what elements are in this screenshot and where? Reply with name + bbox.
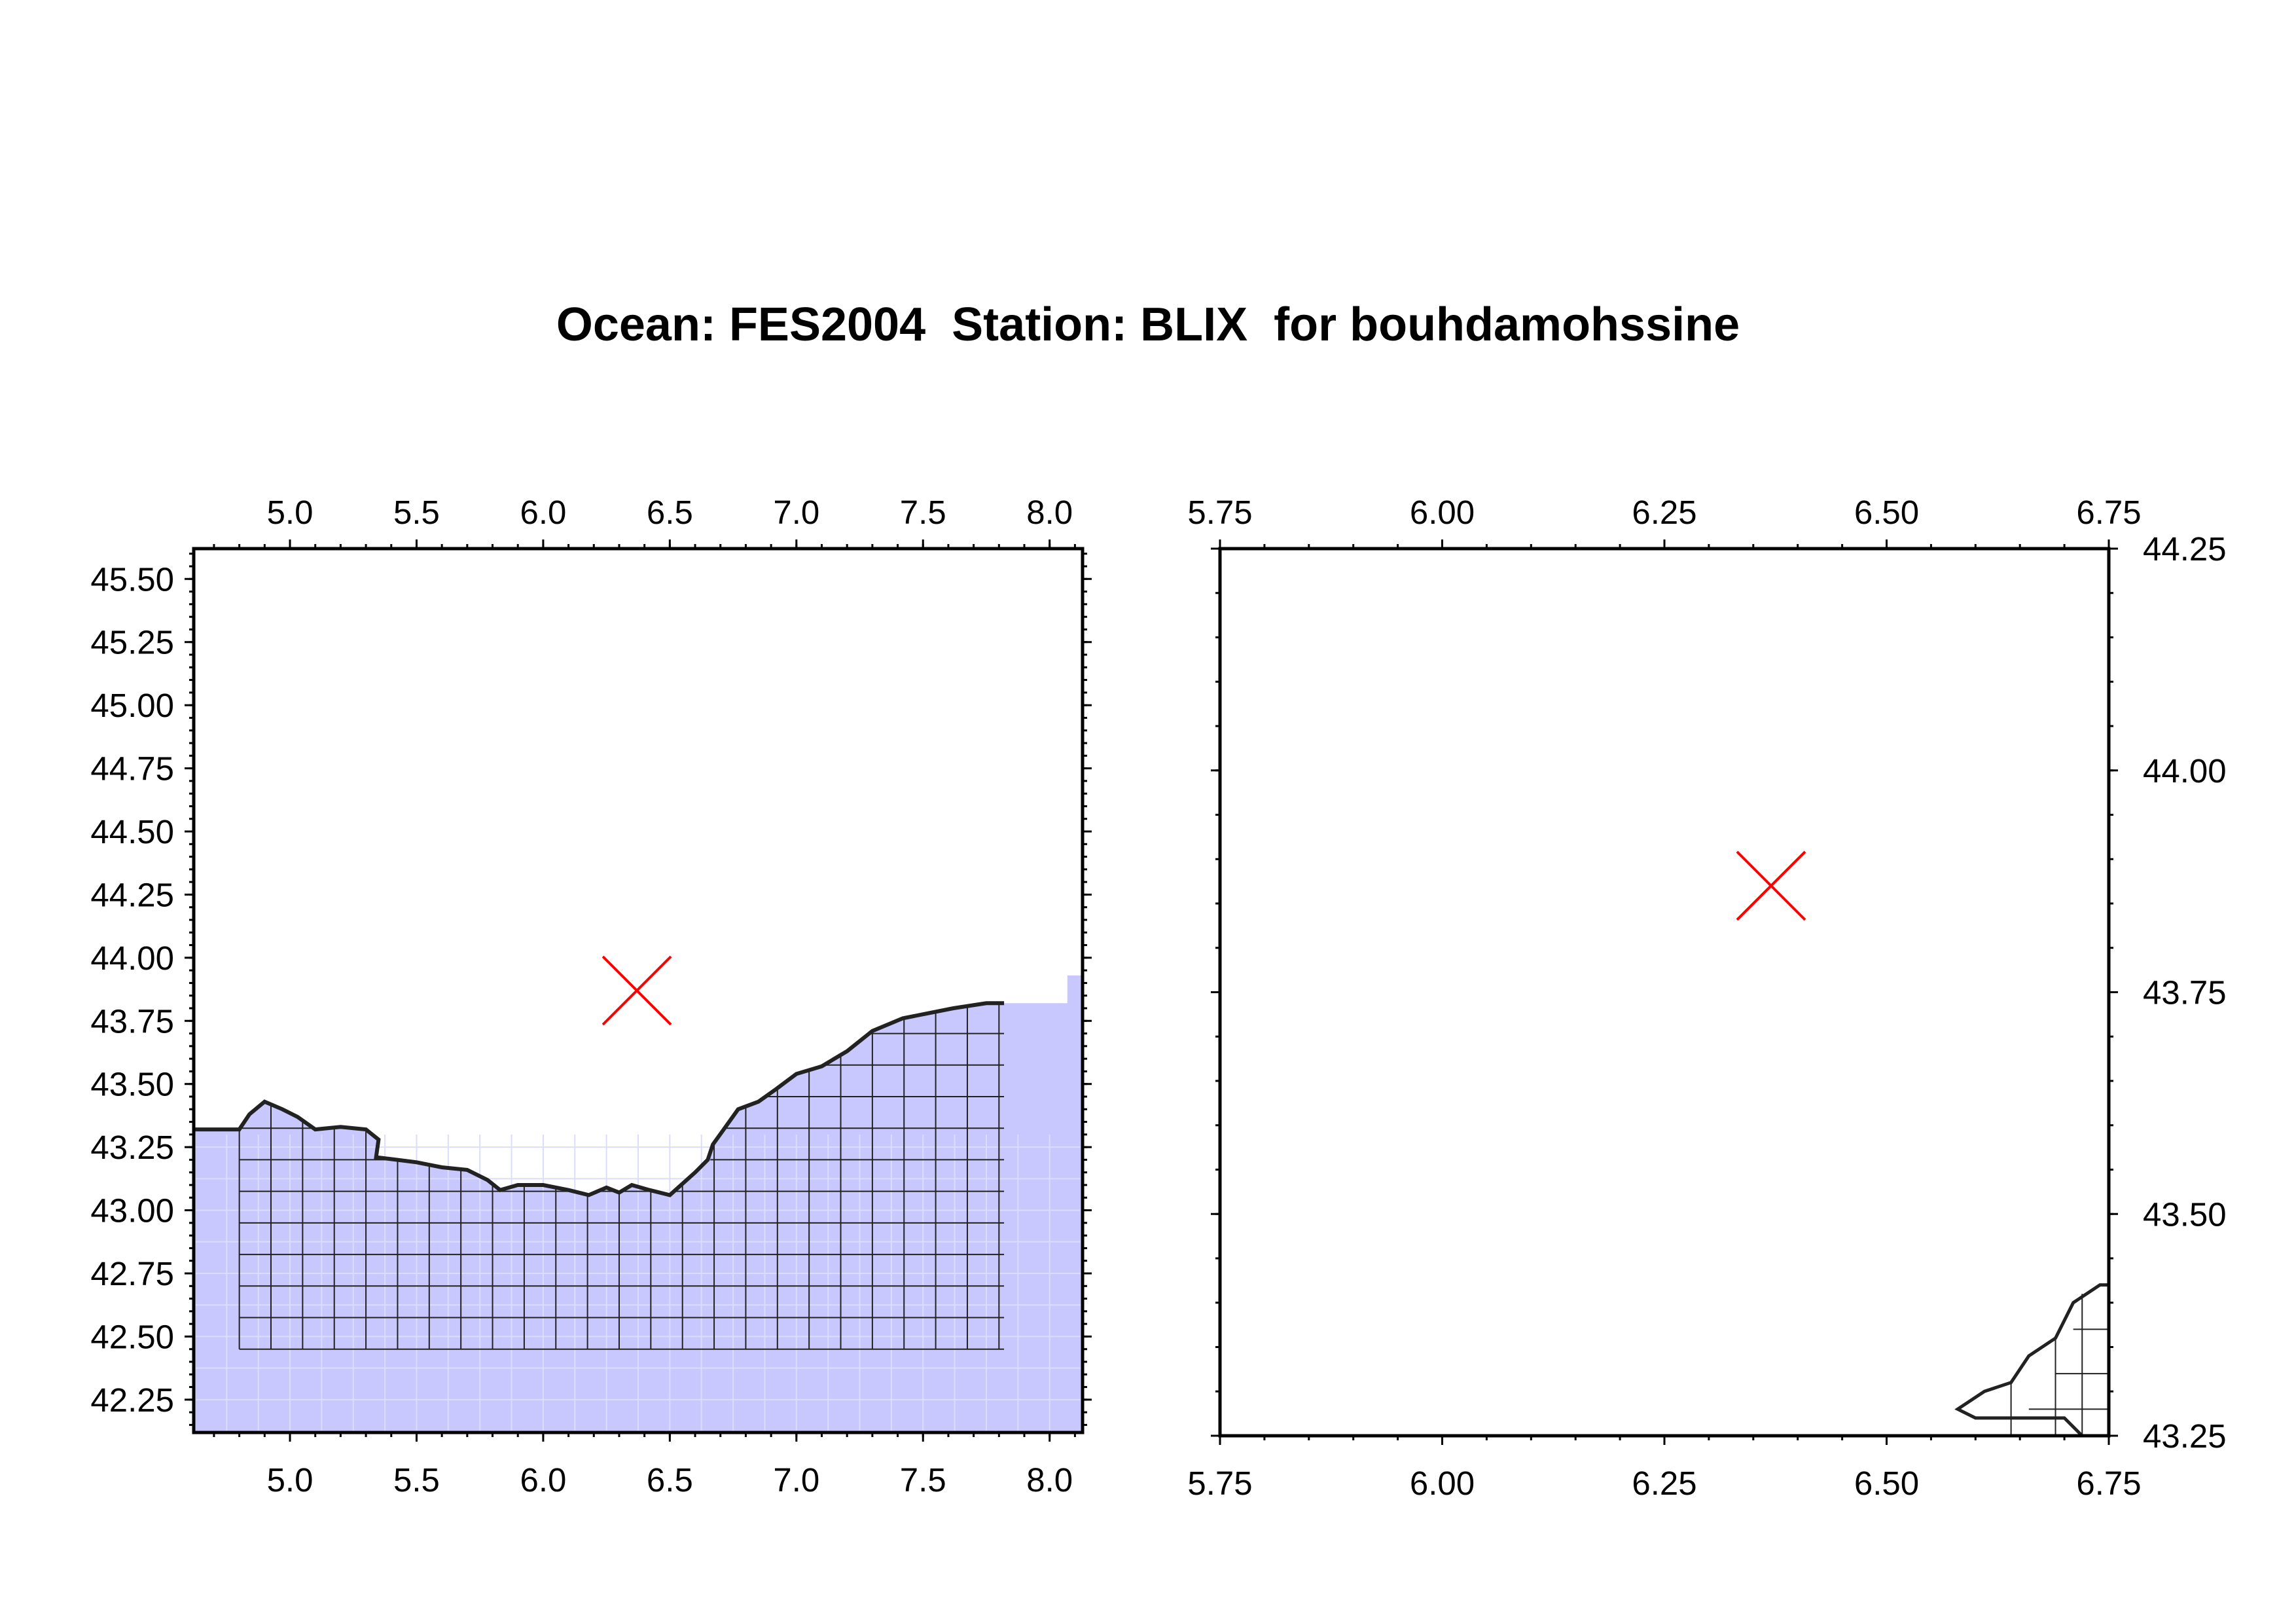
y-tick-label: 43.75 (90, 1002, 174, 1040)
map-frame (192, 547, 1085, 1434)
x-tick-label-top: 6.0 (520, 494, 566, 531)
y-tick-label: 44.25 (2143, 530, 2227, 568)
x-tick-label-bottom: 6.00 (1410, 1465, 1475, 1502)
y-tick-label: 43.50 (90, 1066, 174, 1103)
y-tick-label: 45.00 (90, 687, 174, 724)
axes (1211, 539, 2118, 1445)
y-tick-label: 42.25 (90, 1381, 174, 1419)
y-tick-label: 45.25 (90, 624, 174, 661)
x-tick-label-top: 5.5 (393, 494, 440, 531)
station-marker-icon (601, 955, 672, 1026)
overview-map[interactable]: 5.0 5.0 5.5 5.5 6.0 6.0 6.5 6.5 7.0 7.0 7.5 7.5 8.0 8… (90, 494, 1092, 1499)
x-tick-label-bottom: 6.75 (2076, 1465, 2141, 1502)
x-tick-label-top: 6.50 (1854, 494, 1919, 531)
y-tick-label: 42.50 (90, 1318, 174, 1355)
x-tick-label-bottom: 5.5 (393, 1461, 440, 1499)
map-frame (1218, 547, 2111, 1438)
x-tick-label-bottom: 6.50 (1854, 1465, 1919, 1502)
mesh-grid (238, 1003, 1005, 1350)
coastline (1954, 1283, 2109, 1436)
y-tick-label: 43.50 (2143, 1195, 2227, 1233)
x-tick-label-top: 7.0 (773, 494, 819, 531)
mesh-grid (1954, 1283, 2109, 1436)
x-tick-label-bottom: 6.25 (1632, 1465, 1696, 1502)
station-marker-icon (1736, 850, 1806, 921)
x-tick-label-top: 6.75 (2076, 494, 2141, 531)
map-content (1736, 850, 2109, 1436)
y-tick-label: 43.25 (90, 1129, 174, 1166)
y-tick-label: 43.75 (2143, 974, 2227, 1012)
axes (185, 539, 1092, 1442)
x-tick-label-bottom: 5.0 (267, 1461, 314, 1499)
map-content (194, 955, 1083, 1432)
x-tick-label-bottom: 5.75 (1187, 1465, 1252, 1502)
y-tick-label: 43.00 (90, 1192, 174, 1230)
y-tick-label: 42.75 (90, 1255, 174, 1292)
y-tick-label: 43.25 (2143, 1417, 2227, 1455)
x-tick-label-bottom: 8.0 (1026, 1461, 1073, 1499)
figure-title: Ocean: FES2004 Station: BLIX for bouhdam… (556, 299, 1740, 351)
zoom-map[interactable]: 5.75 5.75 6.00 6.00 6.25 6.25 6.50 6.50 6.75 6.75… (1187, 494, 2226, 1502)
x-tick-label-bottom: 7.5 (900, 1461, 946, 1499)
x-tick-label-bottom: 6.0 (520, 1461, 566, 1499)
x-tick-label-top: 8.0 (1026, 494, 1073, 531)
x-tick-label-top: 7.5 (900, 494, 946, 531)
y-tick-label: 44.25 (90, 876, 174, 913)
x-tick-label-top: 5.75 (1187, 494, 1252, 531)
x-tick-label-top: 6.00 (1410, 494, 1475, 531)
x-tick-label-top: 6.5 (647, 494, 693, 531)
y-tick-label: 45.50 (90, 560, 174, 598)
x-tick-label-bottom: 7.0 (773, 1461, 819, 1499)
y-tick-label: 44.50 (90, 813, 174, 850)
x-tick-label-bottom: 6.5 (647, 1461, 693, 1499)
x-tick-label-top: 6.25 (1632, 494, 1696, 531)
x-tick-label-top: 5.0 (267, 494, 314, 531)
coastline (194, 1001, 1005, 1197)
y-tick-label: 44.00 (2143, 752, 2227, 790)
y-tick-label: 44.75 (90, 750, 174, 788)
y-tick-label: 44.00 (90, 939, 174, 977)
